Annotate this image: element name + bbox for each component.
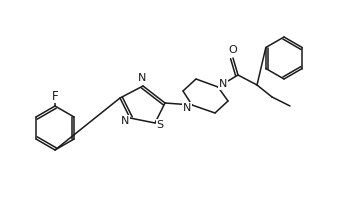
Text: N: N [138,73,146,83]
Text: N: N [219,79,227,89]
Text: N: N [121,116,129,126]
Text: N: N [183,103,191,113]
Text: S: S [156,120,164,130]
Text: O: O [229,45,237,55]
Text: F: F [52,89,58,102]
